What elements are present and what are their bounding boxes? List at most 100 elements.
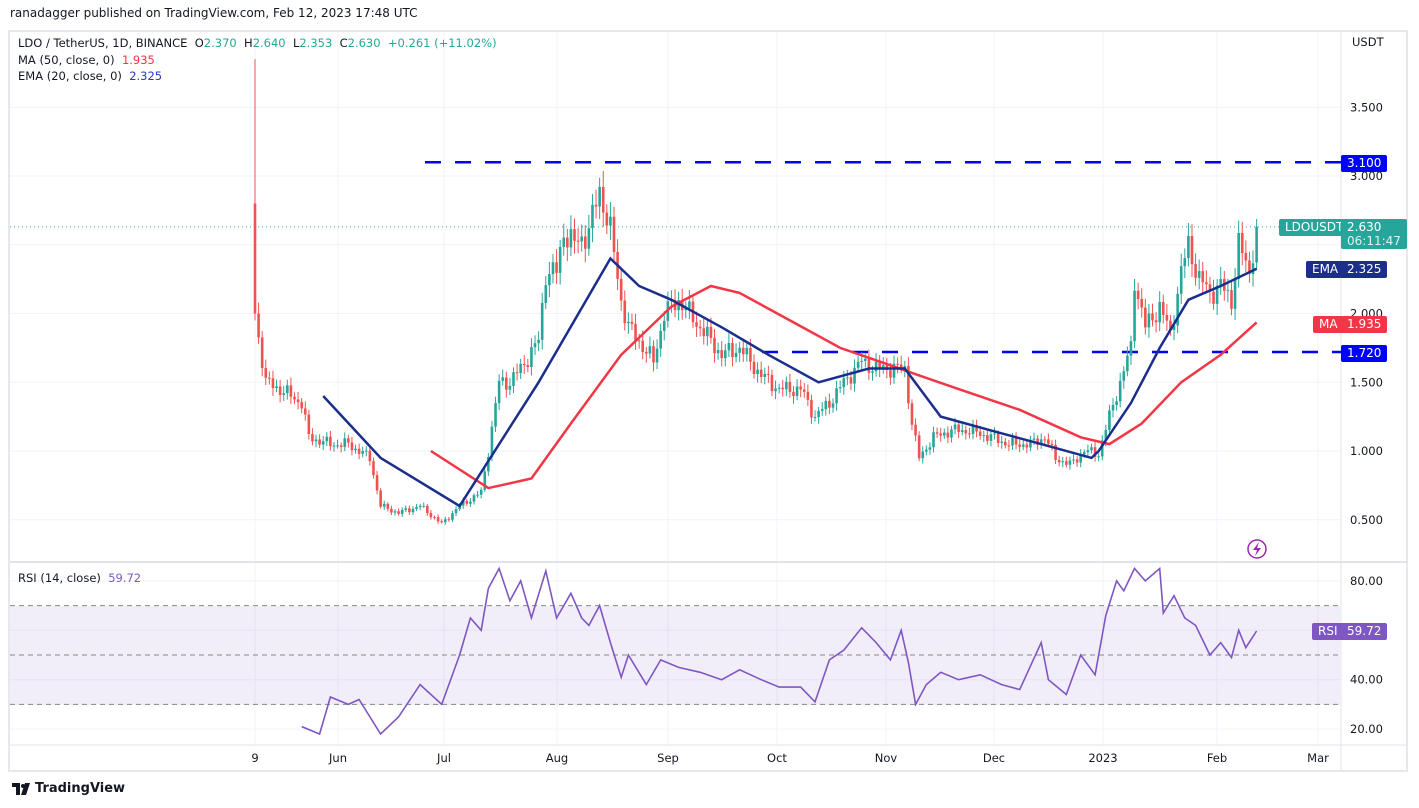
candle [307,414,311,435]
tradingview-logo-icon [12,782,30,795]
price-tick: 3.000 [1350,169,1383,183]
candle [415,507,418,509]
candle [1050,443,1054,446]
candle [526,365,530,368]
ma-tag-label: MA [1313,316,1344,333]
candle [300,402,303,409]
candle [741,347,745,355]
candle [329,436,332,447]
legend-ema[interactable]: EMA (20, close, 0) 2.325 [18,69,162,83]
candle [655,348,659,363]
price-tick: 0.500 [1350,513,1383,527]
candle [1057,459,1061,463]
candle [393,511,397,513]
candle [1161,302,1165,315]
candle [1111,404,1115,411]
candle [1108,410,1111,430]
candle [361,451,364,454]
low-value: 2.353 [299,36,333,50]
time-tick: Feb [1207,751,1227,765]
candle [400,509,404,514]
candle [835,388,838,404]
candle [627,321,630,324]
bar-countdown: 06:11:47 [1347,234,1401,248]
candle [953,424,957,430]
tradingview-logo[interactable]: TradingView [12,781,125,796]
candle [1183,258,1187,267]
candle [824,400,828,410]
candle [1007,445,1011,447]
candle [619,278,623,301]
time-tick: 9 [251,751,258,765]
candle [1251,263,1255,275]
candle [268,377,271,379]
candle [275,386,278,389]
candle [723,350,727,359]
candle [1047,439,1050,444]
horizontal-levels [425,161,1341,354]
candle [1129,341,1133,356]
candle [695,322,698,327]
price-tag: 2.630 06:11:47 [1341,219,1407,249]
candle [968,433,971,435]
candle [379,490,382,507]
legend-ma[interactable]: MA (50, close, 0) 1.935 [18,53,155,67]
candle [339,445,343,447]
candle [935,432,939,434]
candle [774,388,777,392]
candle [881,365,885,369]
candle [483,471,487,490]
candle [1136,290,1140,300]
candle [1061,461,1065,463]
candle [698,326,702,329]
candle [343,438,347,447]
candle [781,387,785,390]
high-value: 2.640 [252,36,286,50]
candle [964,430,968,434]
candle [1140,299,1144,308]
candle [318,439,321,445]
candle [907,366,910,404]
candle [1240,232,1244,254]
candle [1172,325,1176,331]
rsi-tick: 20.00 [1350,722,1383,736]
candle [1014,437,1018,445]
lightning-icon[interactable] [1247,539,1267,559]
candle [684,308,688,311]
rsi-value: 59.72 [108,571,142,585]
candle [429,513,433,518]
candle [476,494,479,496]
candle [601,186,605,213]
candle [713,337,716,354]
candle [731,343,734,358]
candle [892,363,896,378]
publish-line: ranadagger published on TradingView.com,… [10,6,418,20]
candle [770,374,774,392]
rsi-tag-label: RSI [1312,623,1344,640]
candle [537,339,540,344]
candle [1158,302,1161,323]
candle [910,403,914,425]
candle [609,216,612,226]
candle [479,489,483,495]
candle [860,360,864,362]
candle [871,371,874,373]
candle [838,387,842,389]
symbol-title[interactable]: LDO / TetherUS, 1D, BINANCE [18,36,188,50]
legend-rsi[interactable]: RSI (14, close) 59.72 [18,571,141,585]
last-price: 2.630 [1347,220,1382,234]
candle [1086,450,1090,453]
candle [533,343,537,348]
candle [1097,456,1100,458]
candle [1068,460,1072,465]
candle [709,326,713,338]
ema-value: 2.325 [129,69,163,83]
candle [583,236,587,249]
candle [253,203,257,314]
candle [759,369,763,377]
candle [716,350,720,354]
candle [1151,313,1154,321]
candle [314,439,318,442]
candle [957,424,960,433]
